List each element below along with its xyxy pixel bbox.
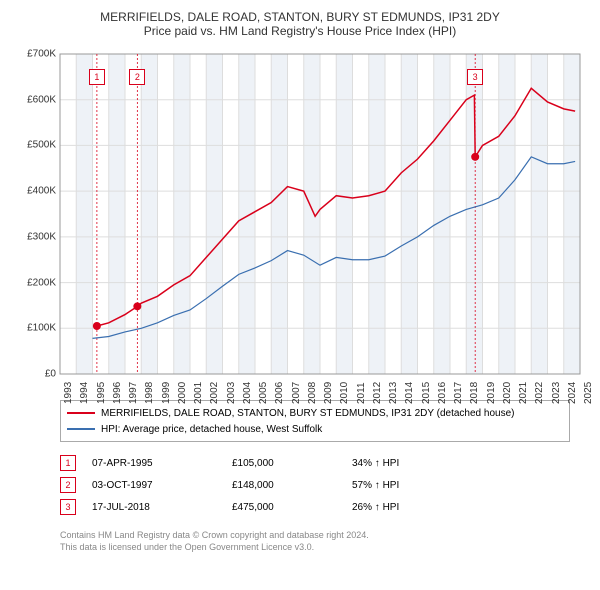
transaction-marker: 1 (60, 455, 76, 471)
x-axis-tick-label: 2009 (323, 382, 334, 404)
transaction-price: £148,000 (232, 480, 352, 491)
legend-item: HPI: Average price, detached house, West… (67, 421, 563, 437)
x-axis-tick-label: 2015 (421, 382, 432, 404)
chart-marker-3: 3 (467, 69, 483, 85)
x-axis-tick-label: 2024 (567, 382, 578, 404)
chart-title-line2: Price paid vs. HM Land Registry's House … (10, 24, 590, 38)
x-axis-tick-label: 2022 (534, 382, 545, 404)
x-axis-tick-label: 2019 (486, 382, 497, 404)
transaction-hpi: 34% ↑ HPI (352, 458, 472, 469)
transaction-row: 2 03-OCT-1997£148,00057% ↑ HPI (60, 474, 570, 496)
x-axis-tick-label: 2014 (404, 382, 415, 404)
x-axis-tick-label: 2018 (469, 382, 480, 404)
transaction-date: 07-APR-1995 (92, 458, 232, 469)
x-axis-tick-label: 2021 (518, 382, 529, 404)
transaction-hpi: 26% ↑ HPI (352, 502, 472, 513)
x-axis-tick-label: 2023 (551, 382, 562, 404)
y-axis-tick-label: £100K (10, 323, 56, 334)
x-axis-tick-label: 2000 (177, 382, 188, 404)
x-axis-tick-label: 1998 (144, 382, 155, 404)
legend-swatch (67, 428, 95, 430)
y-axis-tick-label: £500K (10, 140, 56, 151)
x-axis-tick-label: 1997 (128, 382, 139, 404)
legend-swatch (67, 412, 95, 414)
x-axis-tick-label: 2004 (242, 382, 253, 404)
y-axis-tick-label: £200K (10, 277, 56, 288)
y-axis-tick-label: £600K (10, 94, 56, 105)
x-axis-tick-label: 2025 (583, 382, 594, 404)
y-axis-tick-label: £700K (10, 49, 56, 60)
chart-marker-1: 1 (89, 69, 105, 85)
legend: MERRIFIELDS, DALE ROAD, STANTON, BURY ST… (60, 400, 570, 442)
x-axis-tick-label: 1995 (96, 382, 107, 404)
x-axis-tick-label: 1996 (112, 382, 123, 404)
x-axis-tick-label: 2008 (307, 382, 318, 404)
line-chart-svg (10, 44, 590, 394)
footer-line2: This data is licensed under the Open Gov… (60, 542, 590, 554)
x-axis-tick-label: 1999 (161, 382, 172, 404)
chart-container: £0£100K£200K£300K£400K£500K£600K£700K199… (10, 44, 590, 394)
transaction-date: 03-OCT-1997 (92, 480, 232, 491)
x-axis-tick-label: 1994 (79, 382, 90, 404)
footer-line1: Contains HM Land Registry data © Crown c… (60, 530, 590, 542)
chart-title-line1: MERRIFIELDS, DALE ROAD, STANTON, BURY ST… (10, 10, 590, 24)
x-axis-tick-label: 2016 (437, 382, 448, 404)
x-axis-tick-label: 2010 (339, 382, 350, 404)
legend-label: MERRIFIELDS, DALE ROAD, STANTON, BURY ST… (101, 408, 514, 419)
transaction-marker: 2 (60, 477, 76, 493)
x-axis-tick-label: 2020 (502, 382, 513, 404)
transaction-date: 17-JUL-2018 (92, 502, 232, 513)
transaction-row: 3 17-JUL-2018£475,00026% ↑ HPI (60, 496, 570, 518)
x-axis-tick-label: 2017 (453, 382, 464, 404)
x-axis-tick-label: 2001 (193, 382, 204, 404)
x-axis-tick-label: 2012 (372, 382, 383, 404)
transaction-hpi: 57% ↑ HPI (352, 480, 472, 491)
transaction-price: £475,000 (232, 502, 352, 513)
x-axis-tick-label: 2007 (291, 382, 302, 404)
transaction-marker: 3 (60, 499, 76, 515)
chart-marker-2: 2 (129, 69, 145, 85)
x-axis-tick-label: 2003 (226, 382, 237, 404)
legend-item: MERRIFIELDS, DALE ROAD, STANTON, BURY ST… (67, 405, 563, 421)
footer-attribution: Contains HM Land Registry data © Crown c… (60, 530, 590, 553)
x-axis-tick-label: 2013 (388, 382, 399, 404)
x-axis-tick-label: 2011 (356, 382, 367, 404)
x-axis-tick-label: 1993 (63, 382, 74, 404)
y-axis-tick-label: £300K (10, 231, 56, 242)
x-axis-tick-label: 2006 (274, 382, 285, 404)
transaction-price: £105,000 (232, 458, 352, 469)
x-axis-tick-label: 2002 (209, 382, 220, 404)
y-axis-tick-label: £400K (10, 186, 56, 197)
transaction-row: 1 07-APR-1995£105,00034% ↑ HPI (60, 452, 570, 474)
legend-label: HPI: Average price, detached house, West… (101, 424, 322, 435)
y-axis-tick-label: £0 (10, 369, 56, 380)
x-axis-tick-label: 2005 (258, 382, 269, 404)
transactions-table: 1 07-APR-1995£105,00034% ↑ HPI 2 03-OCT-199… (60, 452, 570, 518)
